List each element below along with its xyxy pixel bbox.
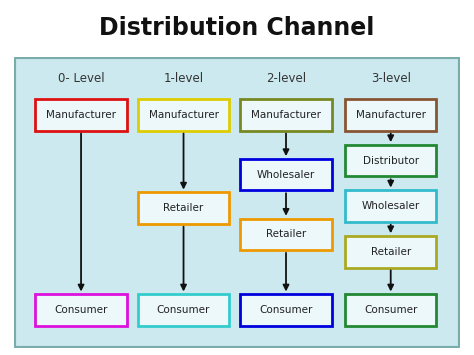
Text: Distribution Channel: Distribution Channel: [100, 16, 374, 40]
FancyBboxPatch shape: [240, 159, 332, 190]
FancyBboxPatch shape: [345, 294, 437, 326]
Text: Retailer: Retailer: [164, 203, 204, 213]
FancyBboxPatch shape: [240, 99, 332, 131]
Text: Consumer: Consumer: [364, 305, 418, 315]
Text: Manufacturer: Manufacturer: [356, 110, 426, 120]
FancyBboxPatch shape: [345, 236, 437, 268]
Text: Retailer: Retailer: [266, 229, 306, 239]
Text: 1-level: 1-level: [164, 72, 204, 85]
FancyBboxPatch shape: [345, 145, 437, 176]
Text: Retailer: Retailer: [371, 247, 411, 257]
FancyBboxPatch shape: [345, 99, 437, 131]
Text: 3-level: 3-level: [371, 72, 410, 85]
Text: Wholesaler: Wholesaler: [362, 201, 420, 211]
Text: Manufacturer: Manufacturer: [148, 110, 219, 120]
FancyBboxPatch shape: [138, 294, 229, 326]
FancyBboxPatch shape: [14, 57, 460, 348]
Text: Consumer: Consumer: [157, 305, 210, 315]
Text: 2-level: 2-level: [266, 72, 306, 85]
FancyBboxPatch shape: [36, 99, 127, 131]
Text: Distributor: Distributor: [363, 156, 419, 166]
Text: 0- Level: 0- Level: [58, 72, 104, 85]
Text: Manufacturer: Manufacturer: [251, 110, 321, 120]
Text: Consumer: Consumer: [259, 305, 313, 315]
FancyBboxPatch shape: [240, 294, 332, 326]
FancyBboxPatch shape: [138, 99, 229, 131]
Text: Wholesaler: Wholesaler: [257, 170, 315, 180]
Text: Manufacturer: Manufacturer: [46, 110, 116, 120]
FancyBboxPatch shape: [345, 190, 437, 222]
FancyBboxPatch shape: [138, 192, 229, 224]
FancyBboxPatch shape: [36, 294, 127, 326]
FancyBboxPatch shape: [240, 219, 332, 250]
Text: Consumer: Consumer: [55, 305, 108, 315]
